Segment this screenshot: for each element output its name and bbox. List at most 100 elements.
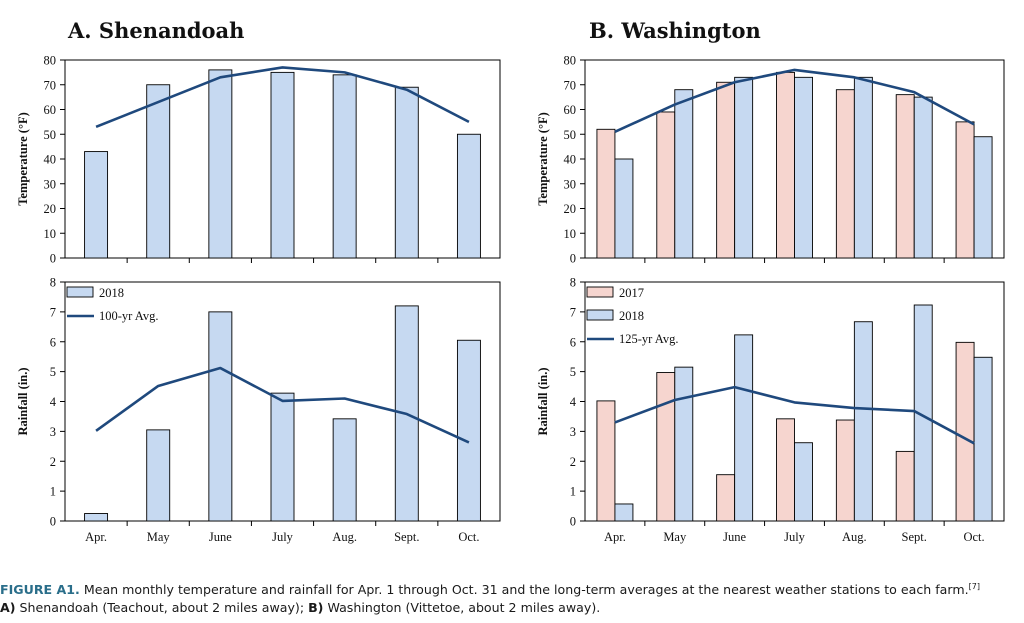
- bar-2018-apr: [84, 151, 109, 259]
- y-tick-label: 80: [44, 54, 57, 68]
- x-tick-label: Aug.: [332, 530, 357, 544]
- y-tick-label: 40: [44, 153, 57, 167]
- caption-label: FIGURE A1.: [0, 582, 80, 598]
- legend-swatch-2017: [586, 286, 614, 298]
- y-tick-label: 20: [44, 202, 57, 216]
- caption-b-text: Washington (Vittetoe, about 2 miles away…: [323, 600, 601, 616]
- y-tick-label: 40: [564, 153, 577, 167]
- y-tick-label: 50: [44, 128, 57, 142]
- legend-label-125-yr-avg: 125-yr Avg.: [619, 332, 679, 346]
- y-tick-label: 10: [564, 227, 577, 241]
- line-125-yr-avg: [614, 385, 975, 445]
- chart-title: B. Washington: [589, 18, 761, 43]
- caption-reference: [7]: [968, 582, 980, 591]
- x-tick-label: Apr.: [604, 530, 626, 544]
- x-tick-label: May: [147, 530, 171, 544]
- bar-2017-aug: [835, 419, 855, 522]
- legend-label-2018: 2018: [99, 286, 124, 300]
- x-tick-label: May: [663, 530, 687, 544]
- x-tick-label: June: [723, 530, 746, 544]
- legend-swatch-2018: [66, 286, 94, 298]
- x-tick-label: July: [784, 530, 806, 544]
- bar-2018-oct: [456, 339, 481, 522]
- bar-2018-may: [674, 366, 694, 522]
- chart-washington-rainfall: 0 1 2 3 4 5 6 7 8 Rainfall (in.) Apr. May June July Au…: [536, 276, 1005, 544]
- bar-2018-may: [146, 429, 171, 522]
- bar-2017-july: [776, 418, 795, 522]
- x-tick-label: Sept.: [902, 530, 927, 544]
- legend-label-100-yr-avg: 100-yr Avg.: [99, 309, 159, 323]
- y-tick-label: 50: [564, 128, 577, 142]
- bar-2018-apr: [614, 158, 634, 259]
- line-125-yr-avg: [614, 68, 975, 133]
- bar-2017-oct: [955, 341, 975, 522]
- bar-2018-aug: [853, 321, 873, 522]
- bar-2018-aug: [332, 418, 357, 522]
- bar-2018-may: [146, 84, 171, 259]
- bar-2018-july: [270, 392, 295, 522]
- chart-shenandoah-rainfall: 0 1 2 3 4 5 6 7 8 Rainfall (in.) Apr. May June July Au…: [16, 276, 501, 544]
- y-tick-label: 70: [564, 78, 577, 92]
- x-tick-label: Aug.: [842, 530, 867, 544]
- y-tick-label: 6: [50, 335, 56, 349]
- legend-swatch-2018: [586, 309, 614, 321]
- bar-2018-aug: [332, 74, 357, 259]
- x-tick-label: Sept.: [394, 530, 419, 544]
- y-tick-label: 60: [564, 103, 577, 117]
- x-tick-label: Apr.: [85, 530, 107, 544]
- bar-2018-june: [734, 76, 754, 259]
- y-tick-label: 30: [564, 177, 577, 191]
- bar-2018-june: [734, 334, 754, 522]
- y-tick-label: 7: [570, 305, 576, 319]
- x-tick-label: July: [272, 530, 294, 544]
- bar-2018-oct: [973, 136, 993, 259]
- y-tick-label: 20: [564, 202, 577, 216]
- y-tick-label: 10: [44, 227, 57, 241]
- bar-2017-june: [716, 81, 736, 259]
- bar-2018-aug: [853, 76, 873, 259]
- y-tick-label: 30: [44, 177, 57, 191]
- bar-2018-sept: [913, 304, 933, 522]
- bar-2018-apr: [84, 513, 109, 522]
- bar-2018-june: [208, 311, 233, 522]
- y-tick-label: 4: [50, 395, 57, 409]
- bar-2017-aug: [835, 89, 855, 259]
- y-tick-label: 1: [570, 485, 576, 499]
- chart-legend: 2017 2018 125-yr Avg.: [586, 286, 679, 346]
- y-axis-label: Rainfall (in.): [16, 367, 30, 435]
- y-tick-label: 0: [50, 515, 56, 529]
- caption-b-label: B): [308, 600, 324, 616]
- chart-shenandoah-temperature: A. Shenandoah 0 10 20 30 40 50 60 70 80 Temperatur…: [16, 18, 501, 266]
- bar-2017-sept: [895, 450, 915, 522]
- y-axis-label: Temperature (°F): [536, 112, 550, 206]
- bar-2017-sept: [895, 94, 915, 259]
- bar-2017-june: [716, 474, 736, 522]
- y-tick-label: 3: [570, 425, 576, 439]
- y-tick-label: 0: [50, 252, 56, 266]
- bar-2018-july: [794, 76, 813, 259]
- bar-2017-apr: [596, 400, 616, 522]
- bar-2018-july: [270, 71, 295, 259]
- bar-2017-may: [656, 372, 676, 522]
- y-tick-label: 8: [50, 276, 56, 290]
- y-tick-label: 5: [50, 365, 56, 379]
- chart-washington-temperature: B. Washington 0 10 20 30 40 50 60 70 80 Temperatur…: [536, 18, 1005, 266]
- chart-title: A. Shenandoah: [67, 18, 244, 43]
- x-tick-label: June: [209, 530, 232, 544]
- y-tick-label: 2: [50, 455, 56, 469]
- caption-a-text: Shenandoah (Teachout, about 2 miles away…: [15, 600, 309, 616]
- bar-2018-apr: [614, 503, 634, 522]
- bar-2017-apr: [596, 128, 616, 259]
- y-tick-label: 60: [44, 103, 57, 117]
- y-tick-label: 4: [570, 395, 577, 409]
- y-tick-label: 2: [570, 455, 576, 469]
- legend-label-2018: 2018: [619, 309, 644, 323]
- caption-a-label: A): [0, 600, 16, 616]
- x-tick-label: Oct.: [963, 530, 984, 544]
- bar-2017-july: [776, 71, 795, 259]
- y-tick-label: 6: [570, 335, 576, 349]
- bar-2018-july: [794, 442, 813, 522]
- figure-charts: A. Shenandoah01020304050607080Temperatur…: [16, 18, 1005, 544]
- bar-2017-may: [656, 111, 676, 259]
- bar-2018-sept: [394, 86, 419, 259]
